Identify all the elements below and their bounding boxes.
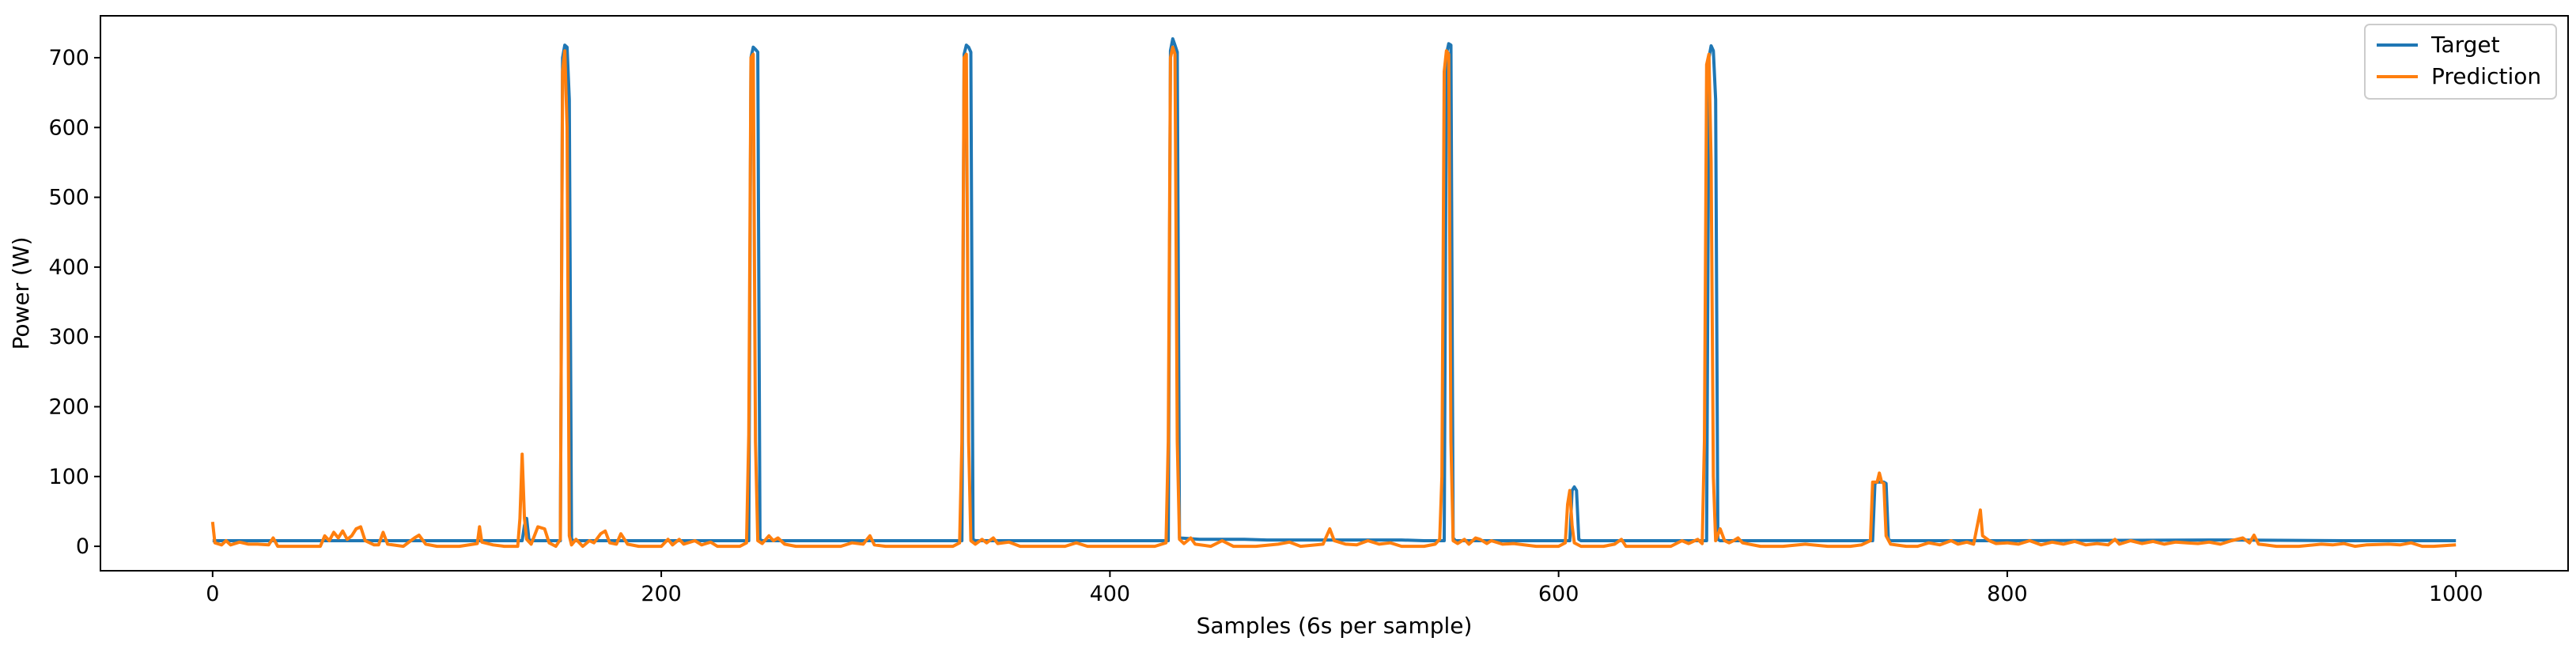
- x-tick-label: 600: [1538, 582, 1579, 606]
- legend-label-prediction: Prediction: [2431, 63, 2541, 89]
- x-tick-label: 1000: [2429, 582, 2483, 606]
- plot-frame: [100, 15, 2569, 572]
- y-tick-label: 600: [48, 115, 89, 140]
- y-tick-label: 200: [48, 394, 89, 419]
- x-tick-label: 400: [1090, 582, 1131, 606]
- x-tick-label: 0: [206, 582, 219, 606]
- series-line-target: [212, 37, 2457, 542]
- series-line-prediction: [210, 45, 2457, 549]
- legend-label-target: Target: [2430, 32, 2500, 58]
- y-tick-label: 500: [48, 186, 89, 210]
- y-axis-label: Power (W): [8, 236, 34, 349]
- x-axis-label: Samples (6s per sample): [1197, 613, 1473, 639]
- y-tick-label: 100: [48, 465, 89, 489]
- y-tick-label: 400: [48, 255, 89, 280]
- legend: Target Prediction: [2364, 24, 2557, 100]
- y-tick-label: 0: [76, 534, 89, 559]
- legend-box: [2364, 24, 2557, 100]
- x-tick-label: 800: [1987, 582, 2028, 606]
- y-tick-label: 700: [48, 46, 89, 70]
- y-tick-label: 300: [48, 325, 89, 349]
- x-tick-label: 200: [641, 582, 682, 606]
